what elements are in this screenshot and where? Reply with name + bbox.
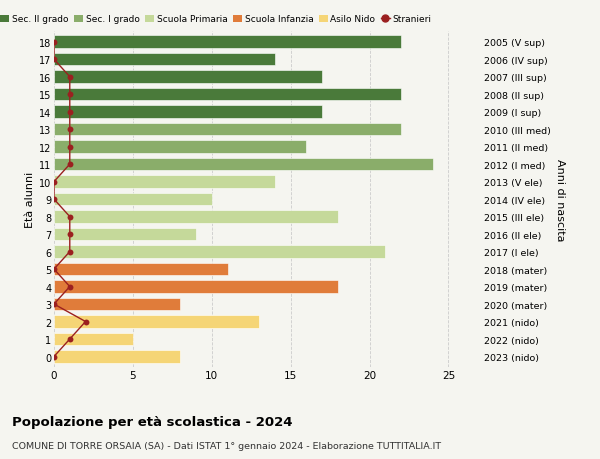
- Point: [81, 318, 91, 325]
- Point: [65, 91, 74, 99]
- Point: [65, 74, 74, 81]
- Bar: [54, 54, 275, 67]
- Bar: [54, 298, 180, 311]
- Point: [65, 161, 74, 168]
- Bar: [54, 89, 401, 101]
- Point: [65, 231, 74, 238]
- Bar: [54, 280, 338, 293]
- Bar: [54, 106, 322, 119]
- Bar: [54, 315, 259, 328]
- Text: COMUNE DI TORRE ORSAIA (SA) - Dati ISTAT 1° gennaio 2024 - Elaborazione TUTTITAL: COMUNE DI TORRE ORSAIA (SA) - Dati ISTAT…: [12, 441, 441, 450]
- Point: [65, 248, 74, 256]
- Point: [65, 213, 74, 221]
- Bar: [54, 193, 212, 206]
- Bar: [54, 333, 133, 346]
- Point: [65, 144, 74, 151]
- Point: [65, 283, 74, 291]
- Point: [65, 109, 74, 116]
- Bar: [54, 351, 180, 363]
- Point: [49, 266, 59, 273]
- Point: [65, 336, 74, 343]
- Point: [49, 353, 59, 360]
- Bar: [54, 36, 401, 49]
- Point: [49, 39, 59, 46]
- Text: Popolazione per età scolastica - 2024: Popolazione per età scolastica - 2024: [12, 415, 293, 428]
- Point: [49, 179, 59, 186]
- Bar: [54, 211, 338, 224]
- Point: [49, 56, 59, 64]
- Bar: [54, 263, 227, 276]
- Bar: [54, 71, 322, 84]
- Bar: [54, 176, 275, 189]
- Bar: [54, 158, 433, 171]
- Point: [49, 301, 59, 308]
- Y-axis label: Anni di nascita: Anni di nascita: [555, 158, 565, 241]
- Bar: [54, 141, 307, 154]
- Legend: Sec. II grado, Sec. I grado, Scuola Primaria, Scuola Infanzia, Asilo Nido, Stran: Sec. II grado, Sec. I grado, Scuola Prim…: [0, 15, 431, 24]
- Bar: [54, 246, 385, 258]
- Bar: [54, 123, 401, 136]
- Point: [49, 196, 59, 203]
- Bar: [54, 228, 196, 241]
- Point: [65, 126, 74, 134]
- Y-axis label: Età alunni: Età alunni: [25, 172, 35, 228]
